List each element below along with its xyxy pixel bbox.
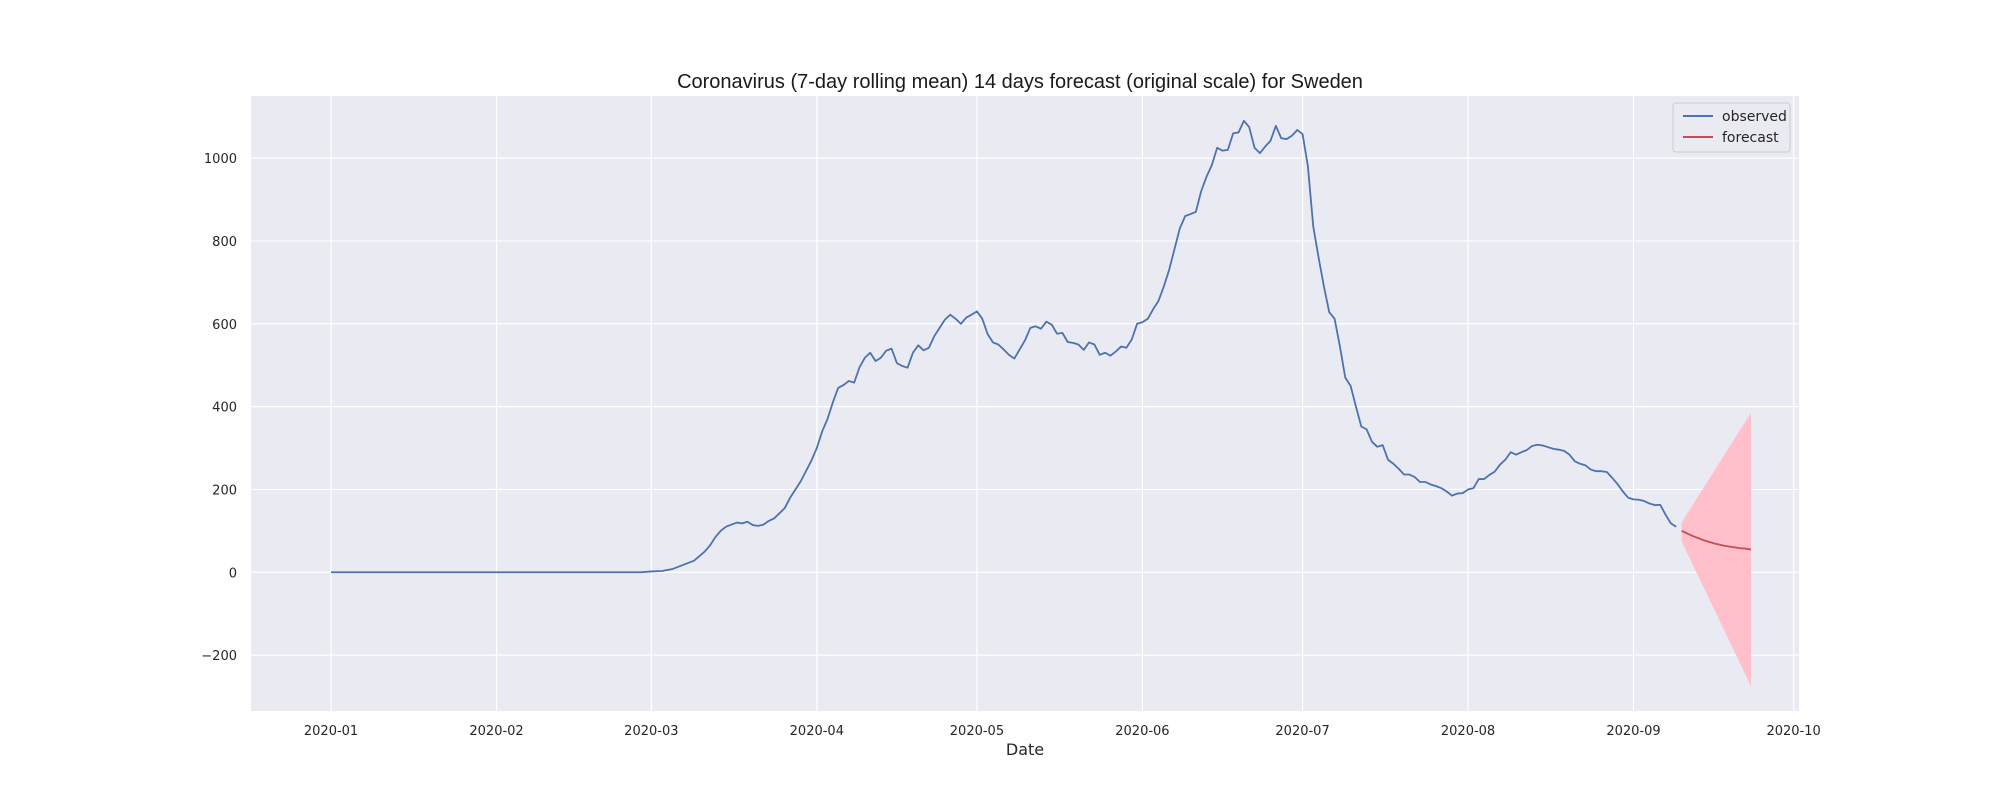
forecast-confidence-band bbox=[1681, 412, 1751, 687]
y-tick-label: 200 bbox=[212, 483, 237, 498]
x-tick-label: 2020-02 bbox=[469, 724, 523, 739]
series-line-forecast bbox=[1681, 530, 1752, 551]
series-line-observed bbox=[331, 119, 1677, 574]
legend-label-forecast: forecast bbox=[1722, 130, 1779, 146]
y-tick-label: −200 bbox=[201, 649, 237, 664]
x-tick-label: 2020-03 bbox=[624, 724, 678, 739]
plot-area bbox=[251, 96, 1799, 711]
x-axis-ticks: 2020-01 2020-02 2020-03 2020-04 2020-05 2020-… bbox=[304, 724, 1821, 739]
legend: observed forecast bbox=[1672, 102, 1791, 153]
chart-title: Coronavirus (7-day rolling mean) 14 days… bbox=[677, 71, 1363, 93]
y-tick-label: 600 bbox=[212, 318, 237, 333]
x-tick-label: 2020-09 bbox=[1606, 724, 1660, 739]
x-tick-label: 2020-08 bbox=[1441, 724, 1495, 739]
x-axis-label: Date bbox=[1006, 740, 1044, 759]
confidence-band bbox=[1681, 412, 1751, 687]
y-axis-ticks: −200 0 200 400 600 800 1000 bbox=[201, 152, 237, 664]
y-tick-label: 400 bbox=[212, 401, 237, 416]
x-tick-label: 2020-01 bbox=[304, 724, 358, 739]
x-tick-label: 2020-10 bbox=[1766, 724, 1820, 739]
y-tick-label: 800 bbox=[212, 235, 237, 250]
series-lines bbox=[331, 119, 1752, 574]
legend-label-observed: observed bbox=[1722, 109, 1787, 125]
x-tick-label: 2020-06 bbox=[1115, 724, 1169, 739]
y-tick-label: 1000 bbox=[204, 152, 237, 167]
y-tick-label: 0 bbox=[229, 566, 237, 581]
x-tick-label: 2020-05 bbox=[950, 724, 1004, 739]
x-tick-label: 2020-07 bbox=[1275, 724, 1329, 739]
x-tick-label: 2020-04 bbox=[790, 724, 844, 739]
